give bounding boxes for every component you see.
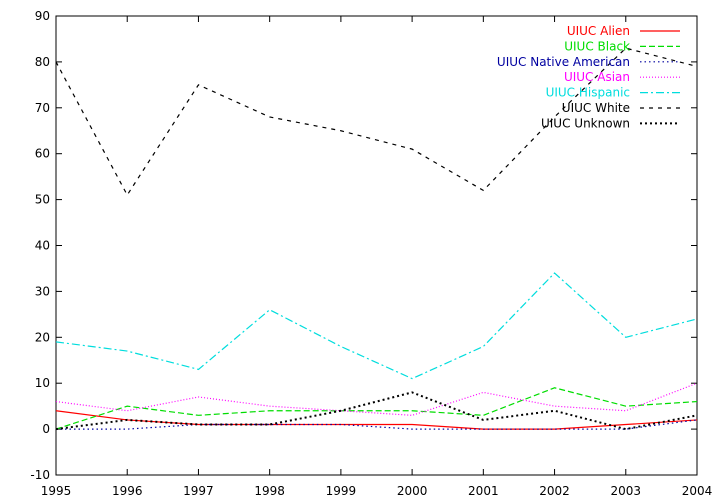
y-tick-label: 90 bbox=[35, 9, 50, 23]
x-tick-label: 1996 bbox=[112, 484, 143, 498]
axis-ticks-layer: -10 0 10 20 30 40 50 60 70 80 90 1995 1996 1997 1998 19… bbox=[30, 9, 712, 498]
x-tick-label: 1995 bbox=[41, 484, 72, 498]
legend-label: UIUC Unknown bbox=[541, 116, 630, 130]
legend-label: UIUC Hispanic bbox=[546, 86, 630, 100]
y-tick-label: 10 bbox=[35, 376, 50, 390]
y-tick-label: 0 bbox=[42, 422, 50, 436]
series-line-2 bbox=[55, 387, 698, 430]
y-tick-label: 80 bbox=[35, 55, 50, 69]
series-line-3 bbox=[56, 419, 698, 430]
legend-label: UIUC Black bbox=[564, 39, 630, 53]
legend-label: UIUC White bbox=[562, 101, 630, 115]
y-tick-label: 40 bbox=[35, 239, 50, 253]
legend-label: UIUC Native American bbox=[497, 55, 630, 69]
legend-label: UIUC Asian bbox=[564, 70, 630, 84]
x-tick-label: 2000 bbox=[397, 484, 428, 498]
legend-label: UIUC Alien bbox=[567, 24, 630, 38]
series-line-1 bbox=[55, 410, 698, 430]
x-tick-label: 2002 bbox=[539, 484, 570, 498]
y-tick-label: 30 bbox=[35, 284, 50, 298]
y-tick-label: 70 bbox=[35, 101, 50, 115]
series-line-6 bbox=[55, 47, 698, 197]
x-tick-label: 2001 bbox=[468, 484, 499, 498]
x-tick-label: 2004 bbox=[682, 484, 713, 498]
x-tick-label: 1999 bbox=[326, 484, 357, 498]
x-tick-label: 1997 bbox=[183, 484, 214, 498]
y-tick-label: -10 bbox=[30, 468, 50, 482]
x-tick-label: 2003 bbox=[611, 484, 642, 498]
y-tick-label: 20 bbox=[35, 330, 50, 344]
y-tick-label: 50 bbox=[35, 193, 50, 207]
series-line-7 bbox=[55, 391, 698, 431]
series-line-5 bbox=[55, 272, 698, 380]
series-layer bbox=[55, 47, 698, 431]
x-tick-label: 1998 bbox=[254, 484, 285, 498]
series-line-4 bbox=[55, 382, 698, 416]
y-tick-label: 60 bbox=[35, 147, 50, 161]
